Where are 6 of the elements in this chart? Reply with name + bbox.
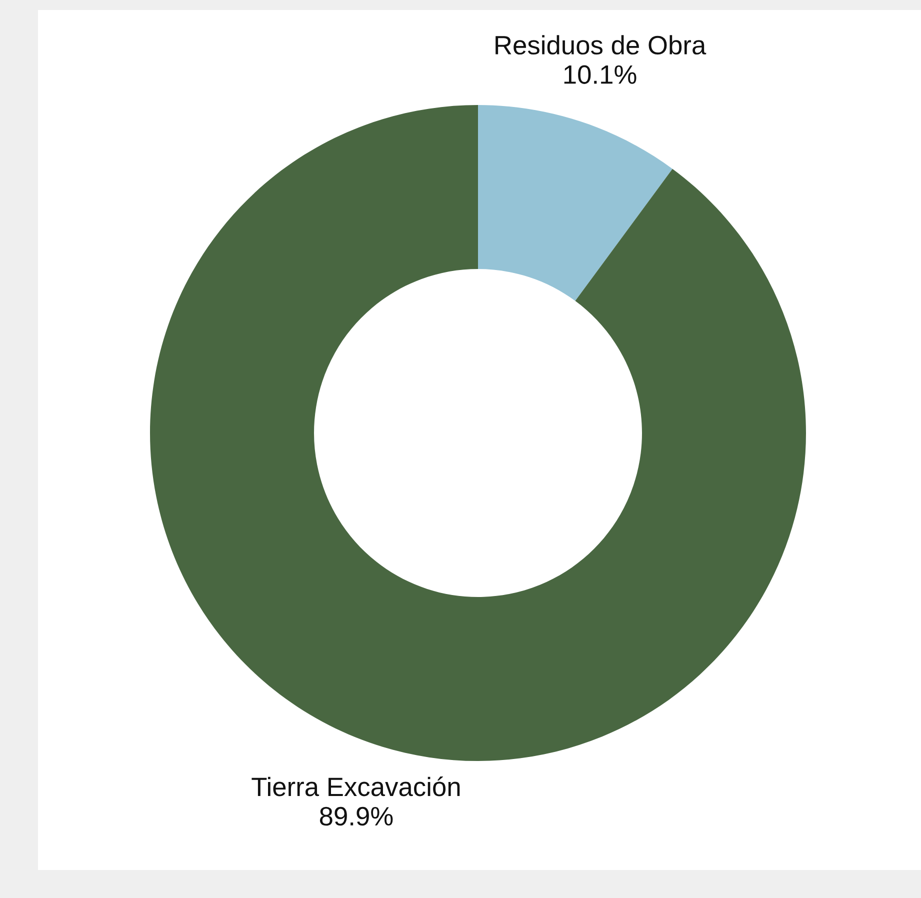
slice-label: Residuos de Obra [496,35,706,55]
data-label: 10.1% [564,65,636,84]
data-label: 89.9% [320,806,393,826]
slice-label: Tierra Excavación [252,776,460,796]
donut-slice [478,105,672,301]
donut-slice [150,105,806,761]
